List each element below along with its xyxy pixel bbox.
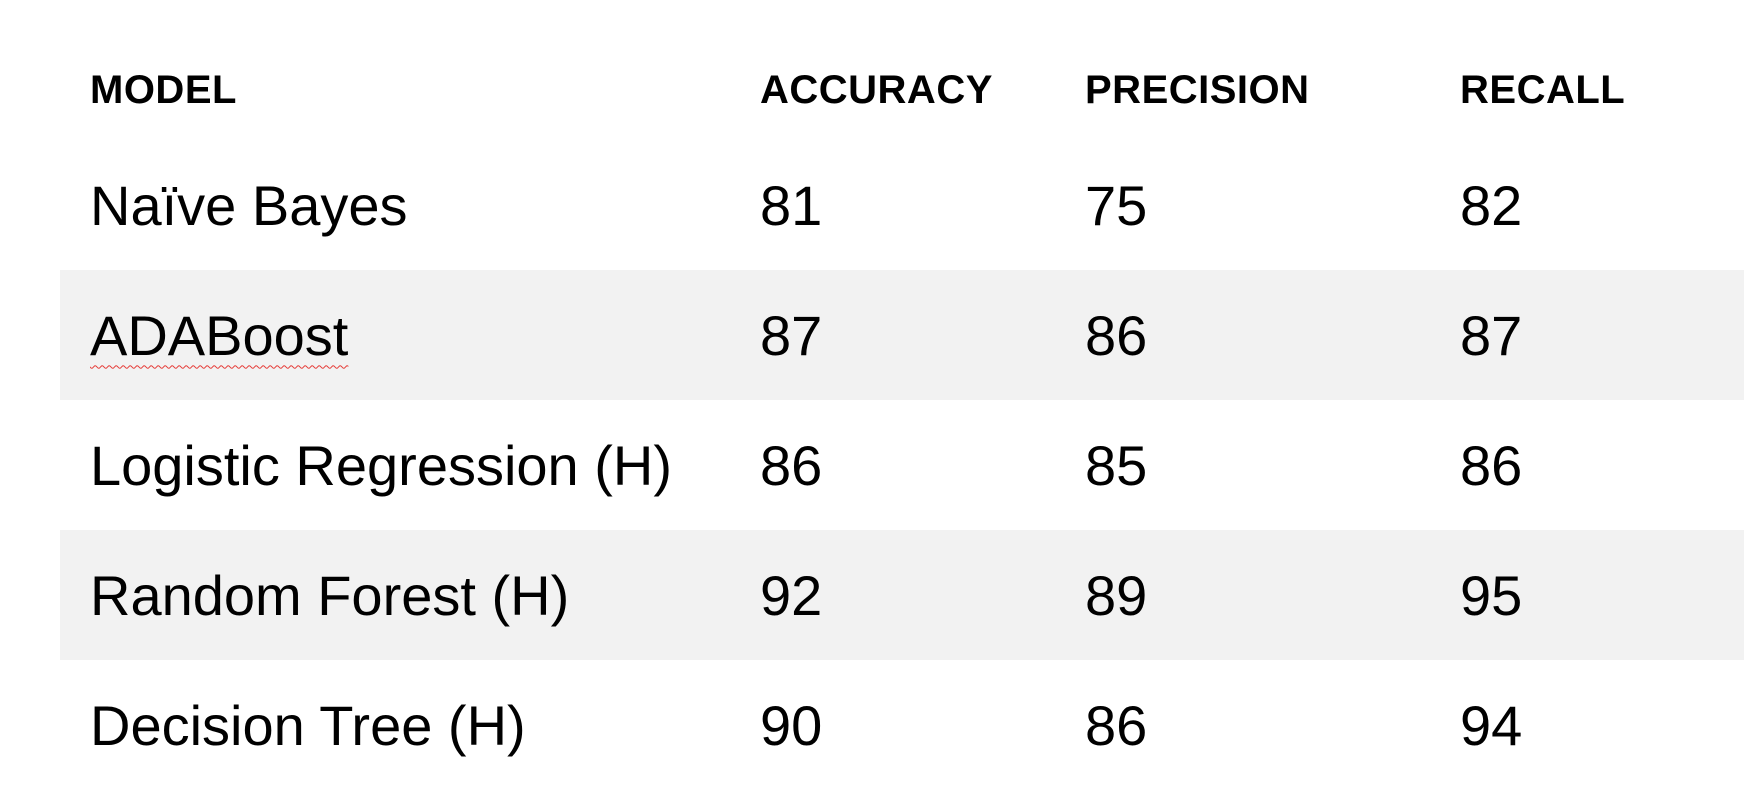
precision-cell: 86 bbox=[1085, 693, 1148, 757]
table-row: ADABoost 87 86 87 bbox=[60, 270, 1744, 400]
accuracy-cell: 87 bbox=[760, 303, 823, 367]
accuracy-cell: 90 bbox=[760, 693, 823, 757]
header-model: MODEL bbox=[90, 67, 237, 112]
recall-cell: 94 bbox=[1460, 693, 1523, 757]
accuracy-cell: 86 bbox=[760, 433, 823, 497]
recall-cell: 95 bbox=[1460, 563, 1523, 627]
accuracy-cell: 81 bbox=[760, 173, 823, 237]
table-row: Naïve Bayes 81 75 82 bbox=[60, 140, 1744, 270]
model-cell: Random Forest (H) bbox=[90, 563, 570, 627]
header-recall: RECALL bbox=[1460, 67, 1626, 112]
recall-cell: 86 bbox=[1460, 433, 1523, 497]
precision-cell: 85 bbox=[1085, 433, 1148, 497]
recall-cell: 87 bbox=[1460, 303, 1523, 367]
table-row: Random Forest (H) 92 89 95 bbox=[60, 530, 1744, 660]
model-cell: ADABoost bbox=[90, 270, 348, 400]
model-cell: Naïve Bayes bbox=[90, 173, 408, 237]
table-row: Logistic Regression (H) 86 85 86 bbox=[60, 400, 1744, 530]
results-table: MODEL ACCURACY PRECISION RECALL Naïve Ba… bbox=[60, 40, 1744, 790]
header-accuracy: ACCURACY bbox=[760, 67, 993, 112]
header-precision: PRECISION bbox=[1085, 67, 1310, 112]
precision-cell: 89 bbox=[1085, 563, 1148, 627]
accuracy-cell: 92 bbox=[760, 563, 823, 627]
spellcheck-flagged-text[interactable]: ADABoost bbox=[90, 303, 349, 367]
recall-cell: 82 bbox=[1460, 173, 1523, 237]
precision-cell: 86 bbox=[1085, 303, 1148, 367]
table-header-row: MODEL ACCURACY PRECISION RECALL bbox=[60, 40, 1744, 140]
model-cell: Logistic Regression (H) bbox=[90, 433, 672, 497]
precision-cell: 75 bbox=[1085, 173, 1148, 237]
table-row: Decision Tree (H) 90 86 94 bbox=[60, 660, 1744, 790]
model-cell: Decision Tree (H) bbox=[90, 693, 526, 757]
